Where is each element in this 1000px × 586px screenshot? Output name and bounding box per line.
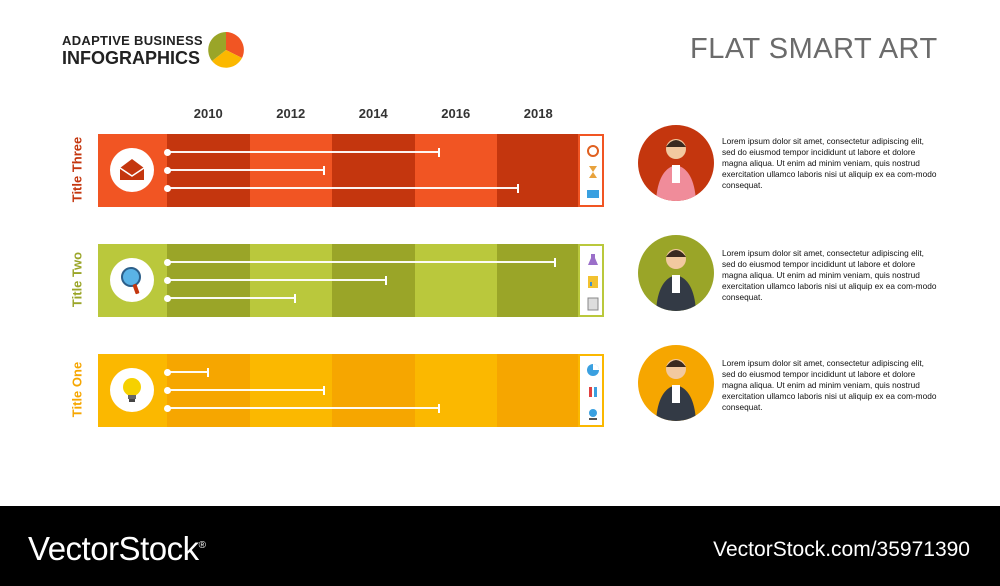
bar-start-dot	[164, 184, 171, 192]
test-tubes-icon	[585, 384, 601, 400]
x-tick-label: 2012	[276, 106, 306, 121]
bar-end-cap	[553, 257, 556, 267]
logo-pie-icon	[208, 32, 244, 68]
bar-start-dot	[164, 386, 171, 394]
alarm-clock-icon	[585, 142, 601, 158]
logo-line2: INFOGRAPHICS	[62, 48, 201, 68]
checklist-icon	[585, 296, 601, 312]
x-tick-label: 2010	[193, 106, 223, 121]
monitor-icon	[585, 186, 601, 202]
bar-end-cap	[293, 293, 296, 303]
woman-glasses-avatar-icon	[638, 345, 714, 421]
year-segment	[497, 354, 580, 427]
x-tick-label: 2016	[441, 106, 471, 121]
footer-bar: VectorStock® VectorStock.com/35971390	[0, 506, 1000, 586]
bar-start-dot	[164, 276, 171, 284]
bar-end-cap	[516, 183, 519, 193]
logo-line1: ADAPTIVE BUSINESS	[62, 33, 203, 48]
flask-icon	[585, 252, 601, 268]
bar-start-dot	[164, 294, 171, 302]
bar-start-dot	[164, 258, 171, 266]
description-text: Lorem ipsum dolor sit amet, consectetur …	[722, 248, 937, 302]
description-text: Lorem ipsum dolor sit amet, consectetur …	[722, 136, 937, 190]
logo: ADAPTIVE BUSINESS INFOGRAPHICS	[62, 33, 203, 69]
row-side-panel	[578, 354, 604, 427]
year-segment	[497, 244, 580, 317]
bar-end-cap	[322, 385, 325, 395]
bar	[167, 279, 386, 281]
envelope-icon	[110, 148, 154, 192]
magnifier-icon	[110, 258, 154, 302]
year-segment	[332, 134, 415, 207]
bar-end-cap	[384, 275, 387, 285]
bar	[167, 389, 324, 391]
chart-row	[98, 354, 604, 427]
bar-end-cap	[322, 165, 325, 175]
footer-id: VectorStock.com/35971390	[713, 538, 970, 561]
bar-end-cap	[207, 367, 210, 377]
bar	[167, 169, 324, 171]
description-text: Lorem ipsum dolor sit amet, consectetur …	[722, 358, 937, 412]
year-segment	[332, 354, 415, 427]
bar	[167, 407, 440, 409]
bar-start-dot	[164, 368, 171, 376]
footer-brand: VectorStock®	[28, 530, 206, 567]
bar	[167, 297, 295, 299]
x-tick-label: 2014	[358, 106, 388, 121]
x-tick-label: 2018	[523, 106, 553, 121]
row-label: Title Three	[69, 136, 85, 203]
hourglass-icon	[585, 164, 601, 180]
document-chart-icon	[585, 274, 601, 290]
bar	[167, 261, 555, 263]
chart-row	[98, 244, 604, 317]
bar-start-dot	[164, 404, 171, 412]
bar	[167, 371, 209, 373]
row-side-panel	[578, 244, 604, 317]
man-avatar-icon	[638, 235, 714, 311]
bar	[167, 187, 518, 189]
year-segment	[497, 134, 580, 207]
bar	[167, 151, 440, 153]
year-segment	[414, 354, 497, 427]
year-segment	[414, 134, 497, 207]
bar-start-dot	[164, 148, 171, 156]
row-label: Title One	[69, 361, 85, 418]
year-segment	[414, 244, 497, 317]
pie-icon	[585, 362, 601, 378]
row-label: Title Two	[69, 251, 85, 308]
lightbulb-icon	[110, 368, 154, 412]
page-title: FLAT SMART ART	[690, 33, 938, 65]
woman-avatar-icon	[638, 125, 714, 201]
row-side-panel	[578, 134, 604, 207]
bar-end-cap	[438, 147, 441, 157]
microscope-icon	[585, 406, 601, 422]
chart-row	[98, 134, 604, 207]
bar-start-dot	[164, 166, 171, 174]
bar-end-cap	[438, 403, 441, 413]
